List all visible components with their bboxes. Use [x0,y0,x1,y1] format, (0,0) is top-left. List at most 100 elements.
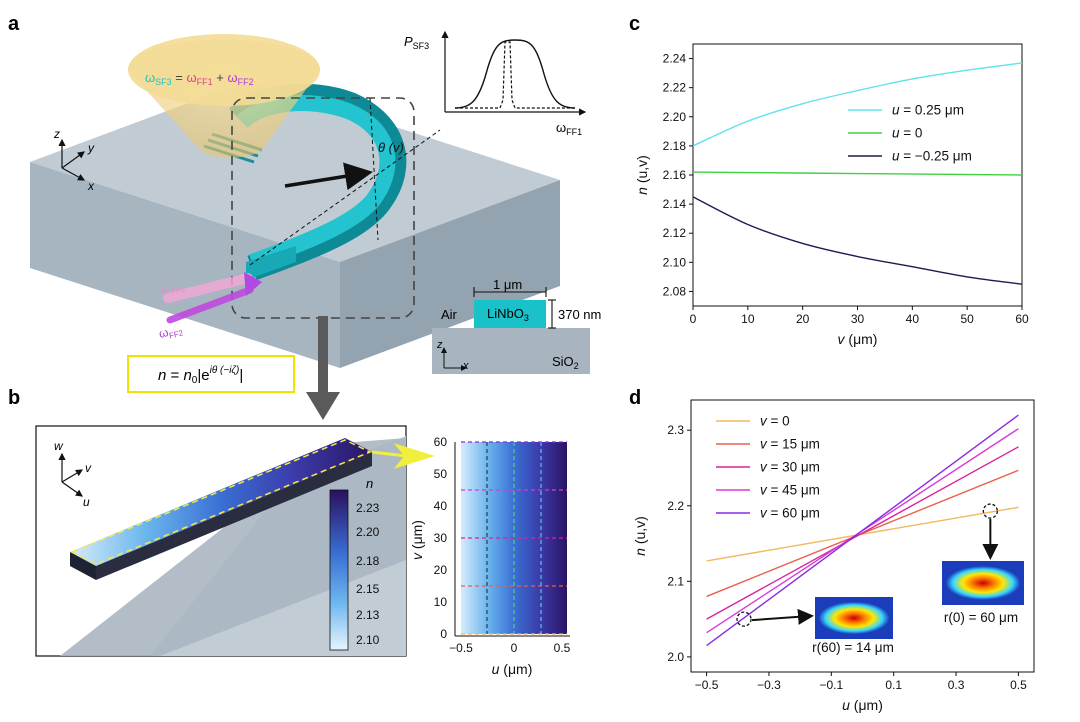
legend-label: v = 30 μm [760,460,820,475]
xs-axis-x: x [462,360,469,372]
map-xlabel: u (μm) [492,661,533,677]
y-tick-label: 2.2 [667,499,684,513]
axis-y-label: y [87,141,95,155]
y-tick-label: 2.0 [667,650,684,664]
chart-d: −0.5 −0.3 −0.1 0.1 0.3 0.5 2.0 2.1 2.2 2.3 u (μm) n… [632,399,1035,713]
chart-c: 0 10 20 30 40 50 60 2.08 2.10 2.12 2.14 2.16 2.18 2.2… [634,43,1029,347]
map-ytick: 30 [434,531,448,545]
map-ytick: 40 [434,499,448,513]
legend-label-var: v [760,414,768,429]
map-ytick: 60 [434,435,448,449]
map-ytick: 0 [440,627,447,641]
series-line [692,62,1023,147]
axis-x-label: x [87,179,95,193]
colorbar-tick: 2.18 [356,554,380,568]
axis-z-label: z [53,127,60,141]
legend-label: u = −0.25 μm [892,149,972,164]
map-xtick: −0.5 [449,641,473,655]
x-tick-label: 0.1 [885,678,902,692]
map-ytick: 10 [434,595,448,609]
series-line [706,506,1019,562]
y-axis-label-unit: (u,v) [634,155,650,187]
psf3-ylabel: PSF3 [404,34,429,51]
colorbar-tick: 2.15 [356,582,380,596]
legend-label-rest: = 15 μm [767,437,820,452]
y-axis-label-var: n [634,187,650,195]
down-arrow-a-to-b [306,316,340,420]
legend-label-rest: = 0.25 μm [900,103,964,118]
y-tick-label: 2.20 [663,110,687,124]
omega-equation: ωSF3 = ωFF1 + ωFF2 [145,70,254,87]
annotation-arrow [751,608,814,625]
legend-label-var: v [760,483,768,498]
x-axis-label: u (μm) [842,697,883,713]
y-tick-label: 2.3 [667,423,684,437]
legend-label: v = 0 [760,414,790,429]
legend-label-rest: = 45 μm [767,483,820,498]
emission-cone [128,34,320,158]
xyz-axes-icon: z y x [53,127,95,193]
x-tick-label: 60 [1015,312,1029,326]
linbo3-core [474,300,546,328]
input-ff2-label: ωFF2 [157,321,184,342]
map-xtick: 0.5 [554,641,571,655]
legend-label-var: v [760,437,768,452]
waveguide-input-facet [246,246,296,280]
colorbar-tick: 2.20 [356,525,380,539]
map-ylabel: v (μm) [409,520,425,560]
width-label: 1 μm [493,277,522,292]
y-tick-label: 2.22 [663,81,687,95]
propagation-dash-line [249,129,441,266]
panel-label-c: c [629,13,640,35]
map-xtick: 0 [511,641,518,655]
y-tick-label: 2.24 [663,52,687,66]
x-tick-label: 30 [851,312,865,326]
legend-label: v = 15 μm [760,437,820,452]
psf3-xlabel: ωFF1 [556,120,582,137]
xs-axis-z: z [436,339,443,351]
legend-label-rest: = 30 μm [767,460,820,475]
uv-colormap: 60 50 40 30 20 10 0 −0.5 0 0.5 v (μm) u … [409,435,571,677]
waveguide-strip-3d [70,438,372,580]
y-tick-label: 2.10 [663,255,687,269]
axis-w-label: w [54,439,64,453]
mode-radius-label: r(0) = 60 μm [944,610,1018,625]
input-ff1-label: ωFF1 [159,277,186,298]
colorbar-tick: 2.10 [356,633,380,647]
legend-label-var: u [892,126,900,141]
panel-label-a: a [8,13,20,35]
y-tick-label: 2.12 [663,226,687,240]
x-tick-label: −0.1 [819,678,843,692]
axis-v-label: v [85,461,92,475]
annotation-circle [982,503,998,519]
colorbar-tick: 2.13 [356,608,380,622]
x-tick-label: 0 [690,312,697,326]
yellow-arrow-to-map [371,443,436,469]
x-tick-label: −0.5 [695,678,719,692]
y-tick-label: 2.14 [663,197,687,211]
legend-label-rest: = −0.25 μm [900,149,972,164]
y-axis-label: n (u,v) [632,516,648,556]
input-beams [163,272,262,324]
uvw-axes-icon: w v u [54,439,92,509]
legend-label: v = 60 μm [760,506,820,521]
slab-top-face [30,80,560,262]
series-line [692,196,1023,285]
y-tick-label: 2.18 [663,139,687,153]
slab-3d [30,80,560,368]
legend-label: u = 0 [892,126,922,141]
index-formula: n = n0|eiθ (−iζ)| [158,365,243,386]
x-tick-label: 0.3 [948,678,965,692]
direction-arrow [284,162,373,191]
y-tick-label: 2.16 [663,168,687,182]
theta-label: θ (v) [378,140,404,155]
air-label: Air [441,307,458,322]
annotation-circle [736,611,752,627]
x-axis-label-var: u [842,697,850,713]
series-line [692,171,1023,176]
theta-reference-line [369,97,379,241]
psf3-inset-plot: PSF3 ωFF1 [404,30,587,137]
legend-label-rest: = 60 μm [767,506,820,521]
map-ytick: 50 [434,467,448,481]
